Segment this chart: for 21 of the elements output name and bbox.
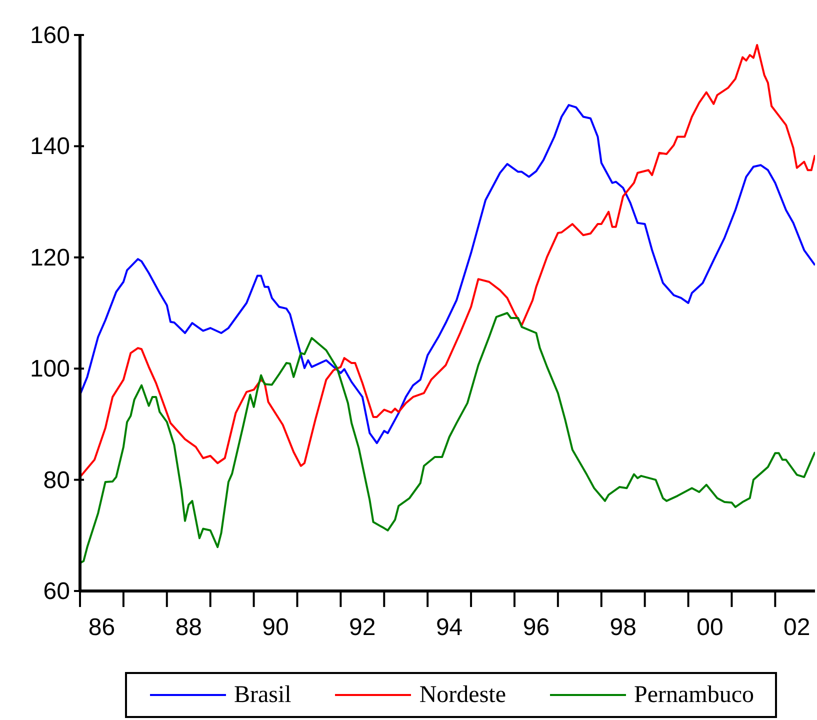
y-tick-label: 140	[30, 133, 70, 160]
x-tick-label: 94	[436, 614, 463, 641]
y-tick-label: 100	[30, 356, 70, 383]
y-tick-label: 160	[30, 22, 70, 49]
y-tick-label: 80	[43, 466, 70, 494]
x-tick-label: 90	[262, 614, 289, 641]
y-tick-label: 60	[43, 578, 70, 605]
line-series	[80, 312, 815, 564]
line-series	[80, 104, 815, 444]
x-tick-label: 88	[175, 614, 202, 641]
x-tick-label: 96	[522, 614, 550, 641]
legend-label: Nordeste	[419, 682, 506, 708]
x-tick-label: 00	[696, 614, 724, 641]
legend-label: Pernambuco	[634, 682, 754, 708]
line-series	[80, 44, 815, 478]
legend-label: Brasil	[234, 682, 292, 708]
x-tick-label: 92	[349, 614, 376, 641]
x-tick-label: 98	[610, 614, 636, 641]
x-tick-label: 02	[784, 614, 810, 641]
y-tick-label: 120	[30, 244, 70, 272]
x-tick-label: 86	[88, 614, 116, 641]
